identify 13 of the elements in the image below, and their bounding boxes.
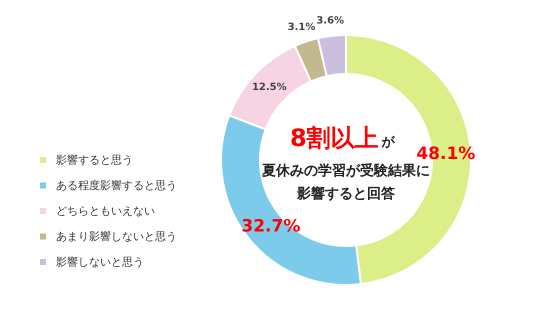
- data-label: 3.1%: [288, 22, 316, 33]
- legend-label: 影響すると思う: [56, 154, 133, 166]
- data-label: 48.1%: [416, 144, 476, 164]
- legend-label: ある程度影響すると思う: [56, 179, 177, 192]
- legend-label: どちらともいえない: [56, 204, 155, 218]
- legend-label: あまり影響しないと思う: [56, 230, 177, 243]
- text: 8割以上: [290, 124, 379, 152]
- legend-label: 影響しないと思う: [56, 256, 144, 268]
- text: 影響すると回答: [296, 185, 395, 202]
- data-label: 12.5%: [252, 82, 287, 94]
- text: 夏休みの学習が受験結果に: [261, 163, 430, 179]
- text: が: [380, 135, 396, 150]
- data-label: 3.6%: [316, 15, 344, 26]
